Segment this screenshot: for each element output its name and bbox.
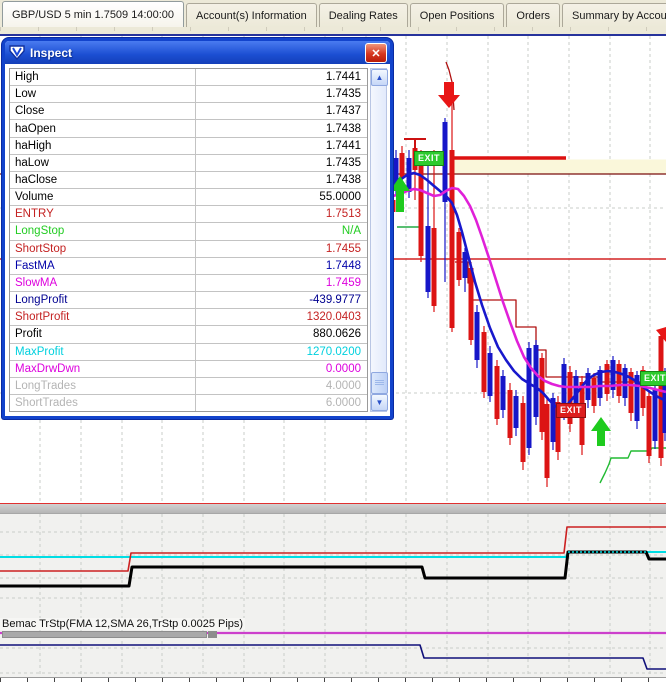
inspect-row-longprofit: LongProfit -439.9777 xyxy=(10,292,367,310)
inspect-title-text: Inspect xyxy=(30,45,73,60)
inspect-row-shorttrades: ShortTrades 6.0000 xyxy=(10,394,367,412)
inspect-title-bar[interactable]: Inspect ✕ xyxy=(5,41,390,64)
row-value: N/A xyxy=(341,225,361,238)
row-label: FastMA xyxy=(10,257,196,274)
inspect-row-entry: ENTRY 1.7513 xyxy=(10,206,367,224)
row-value: 1.7459 xyxy=(325,276,361,289)
row-label: Profit xyxy=(10,326,196,343)
row-value: 880.0626 xyxy=(313,328,361,341)
inspect-row-haopen: haOpen 1.7438 xyxy=(10,120,367,138)
app-logo-icon xyxy=(9,45,25,60)
inspect-row-fastma: FastMA 1.7448 xyxy=(10,257,367,275)
indicator-name-label: Bemac TrStp(FMA 12,SMA 26,TrStp 0.0025 P… xyxy=(0,618,246,630)
tab-open-positions[interactable]: Open Positions xyxy=(409,3,505,27)
tab-bar: GBP/USD 5 min 1.7509 14:00:00 Account(s) … xyxy=(0,0,666,27)
row-value: 1.7448 xyxy=(325,259,361,272)
row-label: MaxDrwDwn xyxy=(10,360,196,377)
inspect-row-profit: Profit 880.0626 xyxy=(10,326,367,344)
indicator-drag-handle[interactable] xyxy=(208,631,217,638)
row-label: Close xyxy=(10,103,196,120)
row-value: 1320.0403 xyxy=(306,311,361,324)
row-value: 4.0000 xyxy=(325,379,361,392)
chart-top-ruler xyxy=(0,27,666,36)
inspect-row-hahigh: haHigh 1.7441 xyxy=(10,137,367,155)
sell-arrow-icon xyxy=(656,327,666,342)
close-icon[interactable]: ✕ xyxy=(365,43,387,63)
tab-chart[interactable]: GBP/USD 5 min 1.7509 14:00:00 xyxy=(2,1,185,27)
inspect-scrollbar[interactable]: ▲ ▼ xyxy=(370,68,388,412)
buy-arrow-icon xyxy=(390,176,410,212)
inspect-row-shortprofit: ShortProfit 1320.0403 xyxy=(10,309,367,327)
row-label: Low xyxy=(10,86,196,103)
tab-orders[interactable]: Orders xyxy=(506,3,561,27)
inspect-body: High 1.7441 Low 1.7435 Close 1.7437 haOpen 1.74… xyxy=(8,67,388,413)
row-value: 1.7435 xyxy=(325,88,361,101)
row-label: LongProfit xyxy=(10,292,196,309)
inspect-row-longtrades: LongTrades 4.0000 xyxy=(10,377,367,395)
row-value: 1.7441 xyxy=(325,71,361,84)
inspect-row-shortstop: ShortStop 1.7455 xyxy=(10,240,367,258)
row-label: ShortStop xyxy=(10,240,196,257)
sell-arrow-icon xyxy=(438,82,460,108)
row-value: 0.0000 xyxy=(325,362,361,375)
inspect-row-close: Close 1.7437 xyxy=(10,103,367,121)
row-label: MaxProfit xyxy=(10,343,196,360)
buy-arrow-icon xyxy=(591,417,611,446)
inspect-row-volume: Volume 55.0000 xyxy=(10,189,367,207)
row-value: -439.9777 xyxy=(309,294,361,307)
inspect-table: High 1.7441 Low 1.7435 Close 1.7437 haOpen 1.74… xyxy=(9,68,368,412)
tab-account-s-information[interactable]: Account(s) Information xyxy=(186,3,317,27)
row-label: SlowMA xyxy=(10,274,196,292)
inspect-row-longstop: LongStop N/A xyxy=(10,223,367,241)
trstp-indicator-panel[interactable]: Bemac TrStp(FMA 12,SMA 26,TrStp 0.0025 P… xyxy=(0,617,666,677)
inspect-row-slowma: SlowMA 1.7459 xyxy=(10,274,367,293)
row-value: 55.0000 xyxy=(319,191,361,204)
row-value: 1.7455 xyxy=(325,242,361,255)
inspect-dialog[interactable]: Inspect ✕ High 1.7441 Low 1.7435 Close 1.7437… xyxy=(2,38,393,419)
row-value: 6.0000 xyxy=(325,397,361,410)
row-label: ENTRY xyxy=(10,206,196,223)
inspect-row-maxdrwdwn: MaxDrwDwn 0.0000 xyxy=(10,360,367,378)
row-label: ShortTrades xyxy=(10,394,196,412)
tab-dealing-rates[interactable]: Dealing Rates xyxy=(318,3,408,27)
inspect-row-halow: haLow 1.7435 xyxy=(10,154,367,172)
row-value: 1.7437 xyxy=(325,105,361,118)
indicator-drag-bar[interactable] xyxy=(2,631,207,638)
row-value: 1.7435 xyxy=(325,156,361,169)
row-label: haLow xyxy=(10,154,196,171)
row-label: haOpen xyxy=(10,120,196,137)
panel-splitter[interactable] xyxy=(0,503,666,514)
row-label: LongStop xyxy=(10,223,196,240)
row-label: LongTrades xyxy=(10,377,196,394)
row-value: 1.7438 xyxy=(325,122,361,135)
scroll-up-icon[interactable]: ▲ xyxy=(371,69,388,86)
exit-marker-green: EXIT xyxy=(640,371,666,386)
inspect-row-haclose: haClose 1.7438 xyxy=(10,171,367,190)
scrollbar-thumb[interactable] xyxy=(371,372,388,394)
row-label: ShortProfit xyxy=(10,309,196,326)
row-value: 1.7513 xyxy=(325,208,361,221)
row-value: 1.7441 xyxy=(325,139,361,152)
profit-lines-canvas xyxy=(0,514,666,617)
row-label: haHigh xyxy=(10,137,196,154)
tab-summary-by-accounts[interactable]: Summary by Accounts xyxy=(562,3,666,27)
inspect-row-maxprofit: MaxProfit 1270.0200 xyxy=(10,343,367,361)
exit-marker-red: EXIT xyxy=(556,403,587,418)
row-label: High xyxy=(10,69,196,86)
exit-marker-green: EXIT xyxy=(414,151,445,166)
time-axis xyxy=(0,677,666,683)
row-label: haClose xyxy=(10,171,196,189)
row-label: Volume xyxy=(10,189,196,206)
inspect-row-low: Low 1.7435 xyxy=(10,86,367,104)
scroll-down-icon[interactable]: ▼ xyxy=(371,394,388,411)
row-value: 1.7438 xyxy=(325,174,361,187)
inspect-row-high: High 1.7441 xyxy=(10,69,367,87)
row-value: 1270.0200 xyxy=(306,345,361,358)
profit-indicator-panel[interactable] xyxy=(0,514,666,617)
